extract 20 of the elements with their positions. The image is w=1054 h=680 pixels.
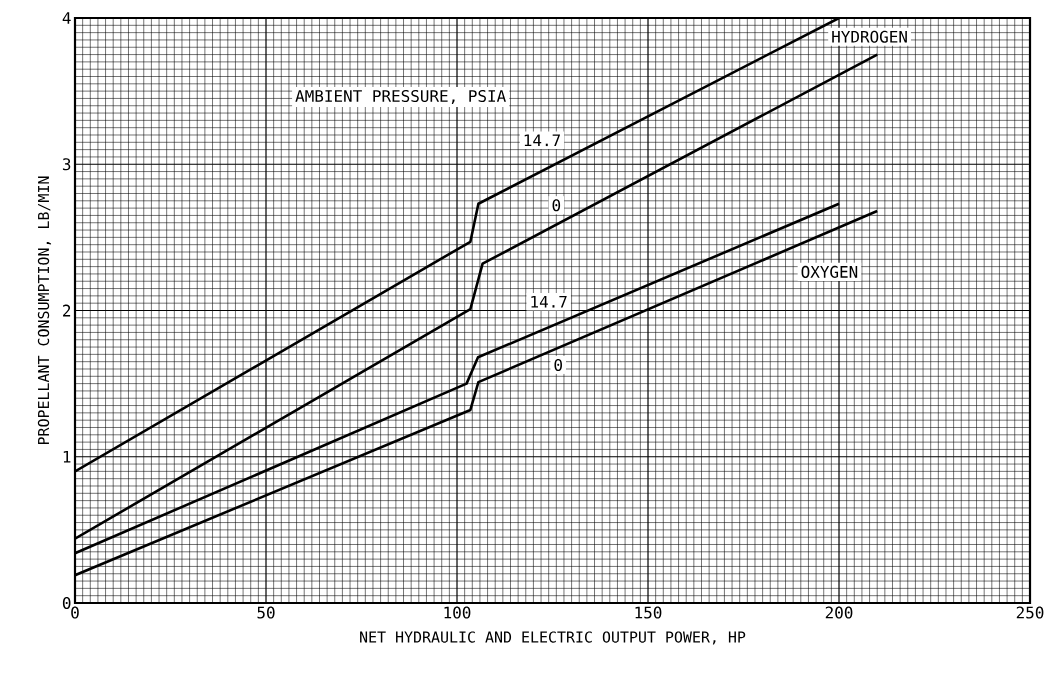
x-tick-label: 0 bbox=[71, 606, 79, 619]
annotation: HYDROGEN bbox=[832, 30, 907, 43]
x-tick-label: 100 bbox=[444, 606, 471, 619]
y-tick-label: 3 bbox=[62, 158, 71, 171]
annotation: 14.7 bbox=[531, 295, 567, 308]
annotation: 0 bbox=[554, 358, 562, 371]
y-tick-label: 2 bbox=[63, 304, 71, 317]
x-axis-title: NET HYDRAULIC AND ELECTRIC OUTPUT POWER, HP bbox=[360, 631, 746, 645]
annotation: 0 bbox=[552, 199, 561, 212]
x-tick-label: 50 bbox=[257, 606, 275, 619]
y-tick-label: 0 bbox=[62, 596, 71, 610]
y-tick-label: 1 bbox=[63, 450, 71, 463]
x-tick-label: 150 bbox=[635, 606, 662, 619]
y-axis-title: PROPELLANT CONSUMPTION, LB/MIN bbox=[37, 176, 52, 445]
x-tick-label: 200 bbox=[825, 606, 853, 619]
y-tick-label: 4 bbox=[62, 12, 71, 24]
x-tick-label: 250 bbox=[1016, 606, 1044, 619]
annotation: OXYGEN bbox=[801, 265, 858, 278]
annotation: 14.7 bbox=[524, 134, 560, 147]
annotation: AMBIENT PRESSURE, PSIA bbox=[295, 89, 506, 104]
